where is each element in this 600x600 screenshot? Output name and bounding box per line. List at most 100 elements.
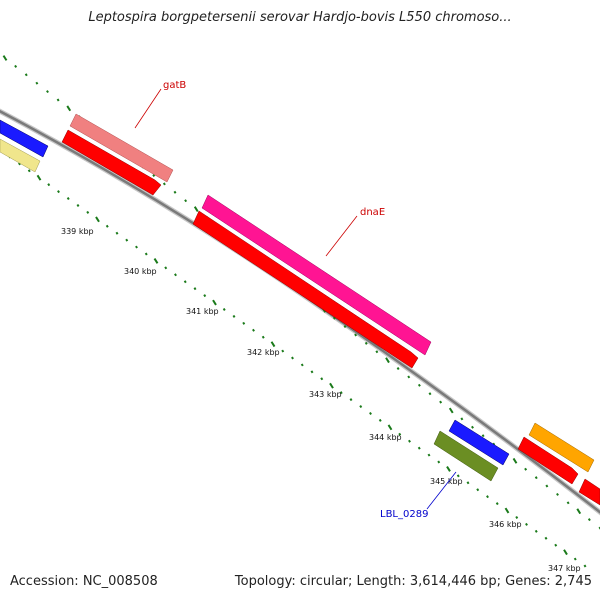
outer-ruler-tick — [545, 484, 549, 488]
inner-ruler-tick — [359, 405, 363, 409]
tick-label: 345 kbp — [430, 477, 463, 486]
outer-ruler-tick — [566, 501, 570, 505]
feature-blue-left[interactable] — [0, 119, 49, 158]
inner-ruler-tick — [183, 280, 187, 284]
outer-ruler-tick — [35, 81, 39, 85]
outer-ruler-tick — [56, 98, 60, 102]
inner-ruler-tick — [369, 411, 372, 415]
inner-ruler-tick — [193, 287, 197, 291]
inner-ruler-tick — [437, 460, 441, 464]
inner-ruler-tick — [398, 432, 402, 436]
inner-ruler-tick — [573, 557, 577, 561]
inner-ruler-tick — [203, 294, 207, 298]
tick-labels: 339 kbp 340 kbp 341 kbp 342 kbp 343 kbp 344 k… — [61, 227, 581, 573]
accession-text: Accession: NC_008508 — [10, 574, 158, 589]
outer-ruler-tick — [439, 400, 443, 404]
inner-ruler-tick — [174, 273, 177, 277]
gene-gatB[interactable] — [69, 113, 174, 183]
inner-ruler-tick — [261, 335, 265, 339]
inner-ruler-tick — [427, 453, 431, 457]
outer-ruler-tick — [354, 333, 358, 337]
tick-label: 340 kbp — [124, 267, 157, 276]
tick-label: 342 kbp — [247, 348, 280, 357]
inner-ruler-tick — [242, 321, 246, 325]
outer-ruler-tick — [534, 476, 538, 480]
map-title: Leptospira borgpetersenii serovar Hardjo… — [88, 10, 512, 25]
outer-ruler-tick — [66, 105, 72, 112]
inner-ruler-tick — [476, 488, 480, 492]
feature-red-gatB[interactable] — [61, 129, 162, 196]
inner-ruler-tick — [115, 231, 119, 235]
outer-ruler-tick — [524, 467, 528, 471]
inner-ruler-tick — [125, 238, 129, 242]
LBL_0289-label: LBL_0289 — [380, 509, 428, 520]
outer-ruler-tick — [396, 367, 400, 371]
inner-ruler-tick — [446, 466, 451, 472]
gatB-leader-line — [134, 88, 162, 129]
inner-ruler-tick — [66, 197, 70, 201]
inner-ruler-tick — [252, 328, 255, 332]
inner-ruler-tick — [329, 382, 334, 389]
feature-red-right2[interactable] — [578, 478, 600, 506]
outer-ruler-tick — [184, 199, 188, 203]
inner-ruler-tick — [486, 495, 489, 499]
gene-dnaE[interactable] — [201, 194, 432, 356]
inner-ruler-tick — [95, 216, 100, 223]
inner-ruler-tick — [310, 370, 314, 374]
inner-ruler-tick — [164, 266, 168, 270]
outer-ruler-tick — [587, 518, 591, 522]
inner-ruler-tick — [57, 190, 60, 194]
inner-ruler-tick — [408, 439, 411, 443]
inner-ruler-tick — [232, 314, 236, 318]
outer-ruler-tick — [556, 492, 559, 496]
outer-ruler-tick — [2, 55, 8, 61]
inner-ruler-tick — [153, 258, 159, 264]
outer-ruler-tick — [471, 425, 474, 429]
inner-ruler-tick — [222, 307, 226, 311]
inner-ruler-tick — [281, 349, 285, 353]
outer-ruler-tick — [343, 325, 347, 329]
inner-ruler-tick — [76, 203, 80, 207]
inner-ruler-tick — [456, 474, 460, 478]
outer-ruler-tick — [152, 174, 156, 177]
outer-ruler-tick — [173, 190, 177, 194]
inner-ruler-tick — [466, 481, 470, 485]
dnaE-label: dnaE — [360, 207, 385, 218]
feature-track — [0, 113, 600, 506]
dnaE-leader-line — [325, 215, 358, 257]
inner-ruler-tick — [86, 210, 90, 214]
feature-red-right1[interactable] — [517, 436, 579, 485]
chromosome-backbone — [0, 108, 600, 516]
outer-ruler-tick — [481, 434, 485, 438]
LBL_0289-leader-line — [426, 471, 457, 510]
inner-ruler-tick — [339, 391, 343, 395]
tick-label: 346 kbp — [489, 520, 522, 529]
gene-LBL_0289[interactable] — [433, 430, 499, 482]
inner-ruler-tick — [525, 522, 528, 526]
outer-ruler-tick — [332, 316, 336, 320]
tick-label: 339 kbp — [61, 227, 94, 236]
outer-ruler-tick — [24, 73, 28, 77]
feature-orange-right[interactable] — [528, 422, 595, 473]
feature-yellow-left[interactable] — [0, 138, 41, 173]
inner-ruler-tick — [583, 564, 587, 568]
outer-ruler-tick — [46, 90, 49, 94]
outer-ruler-tick — [375, 350, 379, 354]
inner-ruler-tick — [18, 162, 21, 166]
outer-ruler-tick — [428, 392, 432, 396]
outer-ruler-tick — [14, 64, 18, 68]
inner-ruler-tick — [105, 224, 109, 228]
inner-ruler-tick — [320, 377, 324, 381]
feature-red-dnaE[interactable] — [192, 210, 419, 369]
outer-ruler-tick — [162, 182, 166, 186]
inner-ruler-tick — [300, 363, 304, 367]
inner-ruler-tick — [270, 341, 276, 348]
feature-blue-right[interactable] — [448, 419, 510, 466]
outer-ruler-tick — [364, 341, 368, 345]
inner-ruler-tick — [534, 529, 538, 533]
inner-ruler-tick — [349, 398, 353, 402]
outer-ruler-tick — [448, 407, 454, 414]
outer-ruler-tick — [385, 357, 390, 364]
inner-ruler-tick — [291, 356, 294, 360]
tick-label: 344 kbp — [369, 433, 402, 442]
